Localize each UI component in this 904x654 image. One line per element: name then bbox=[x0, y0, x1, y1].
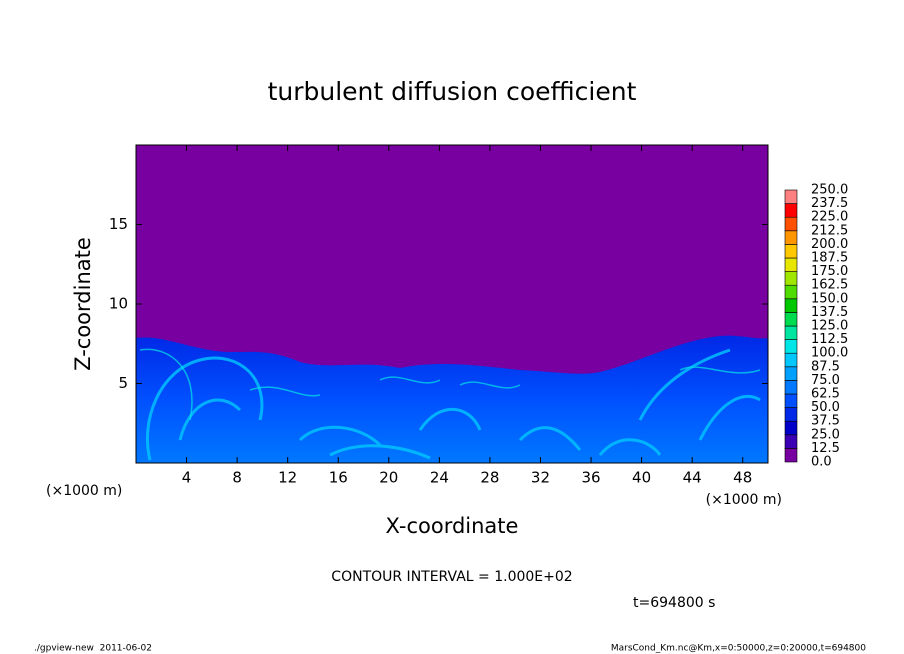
colorbar-label: 137.5 bbox=[811, 305, 848, 320]
colorbar-label: 212.5 bbox=[811, 223, 848, 238]
colorbar-swatch bbox=[784, 434, 798, 449]
colorbar-swatch bbox=[784, 298, 798, 313]
y-tick-label: 5 bbox=[118, 374, 128, 392]
x-tick-label: 8 bbox=[232, 469, 242, 487]
colorbar-label: 12.5 bbox=[811, 441, 840, 456]
x-tick-label: 28 bbox=[480, 469, 499, 487]
x-tick-label: 4 bbox=[182, 469, 192, 487]
x-tick-label: 32 bbox=[531, 469, 550, 487]
colorbar-label: 250.0 bbox=[811, 183, 848, 198]
colorbar-label: 150.0 bbox=[811, 291, 848, 306]
colorbar-label: 62.5 bbox=[811, 387, 840, 402]
x-unit-label: (×1000 m) bbox=[706, 492, 782, 508]
x-tick-label: 44 bbox=[683, 469, 702, 487]
colorbar-swatch bbox=[784, 407, 798, 422]
turbulence-region bbox=[136, 335, 768, 463]
colorbar-swatch bbox=[784, 393, 798, 408]
colorbar-label: 50.0 bbox=[811, 400, 840, 415]
colorbar-label: 75.0 bbox=[811, 373, 840, 388]
colorbar-swatch bbox=[784, 284, 798, 300]
colorbar-label: 100.0 bbox=[811, 346, 848, 361]
colorbar-swatch bbox=[784, 448, 798, 463]
colorbar-label: 225.0 bbox=[811, 210, 848, 225]
chart-title: turbulent diffusion coefficient bbox=[268, 77, 637, 106]
y-tick-label: 10 bbox=[109, 295, 128, 313]
x-tick-label: 48 bbox=[733, 469, 752, 487]
colorbar-swatch bbox=[784, 203, 798, 218]
x-axis-title: X-coordinate bbox=[386, 514, 519, 538]
colorbar-label: 37.5 bbox=[811, 414, 840, 429]
colorbar-swatch bbox=[784, 352, 798, 368]
colorbar-swatch bbox=[784, 366, 798, 381]
colorbar-swatch bbox=[784, 420, 798, 436]
colorbar-label: 125.0 bbox=[811, 319, 848, 334]
colorbar-swatch bbox=[784, 230, 798, 245]
colorbar-label: 162.5 bbox=[811, 278, 848, 293]
x-tick-label: 40 bbox=[632, 469, 651, 487]
colorbar-label: 87.5 bbox=[811, 359, 840, 374]
x-tick-label: 12 bbox=[278, 469, 297, 487]
colorbar-swatch bbox=[784, 257, 798, 272]
x-tick-label: 36 bbox=[581, 469, 600, 487]
colorbar-swatch bbox=[784, 339, 798, 354]
time-label: t=694800 s bbox=[633, 595, 715, 611]
x-tick-label: 24 bbox=[430, 469, 449, 487]
contour-interval: CONTOUR INTERVAL = 1.000E+02 bbox=[331, 569, 572, 585]
colorbar-swatch bbox=[784, 380, 798, 395]
colorbar-swatch bbox=[784, 216, 798, 232]
x-tick-label: 20 bbox=[379, 469, 398, 487]
colorbar-label: 175.0 bbox=[811, 264, 848, 279]
colorbar-swatch bbox=[784, 312, 798, 327]
y-axis-title: Z-coordinate bbox=[71, 237, 95, 371]
colorbar-label: 25.0 bbox=[811, 427, 840, 442]
colorbar-swatch bbox=[784, 325, 798, 340]
x-unit-label: (×1000 m) bbox=[46, 483, 122, 499]
footer-left: ./gpview-new 2011-06-02 bbox=[34, 644, 152, 654]
y-tick-label: 15 bbox=[109, 215, 128, 233]
colorbar-label: 237.5 bbox=[811, 196, 848, 211]
colorbar-swatch bbox=[784, 271, 798, 286]
x-tick-label: 16 bbox=[329, 469, 348, 487]
colorbar-label: 187.5 bbox=[811, 251, 848, 266]
colorbar-label: 112.5 bbox=[811, 332, 848, 347]
footer-right: MarsCond_Km.nc@Km,x=0:50000,z=0:20000,t=… bbox=[611, 644, 866, 654]
colorbar-swatch bbox=[784, 244, 798, 259]
colorbar-label: 200.0 bbox=[811, 237, 848, 252]
colorbar-swatch bbox=[784, 189, 798, 204]
colorbar-label: 0.0 bbox=[811, 455, 832, 470]
